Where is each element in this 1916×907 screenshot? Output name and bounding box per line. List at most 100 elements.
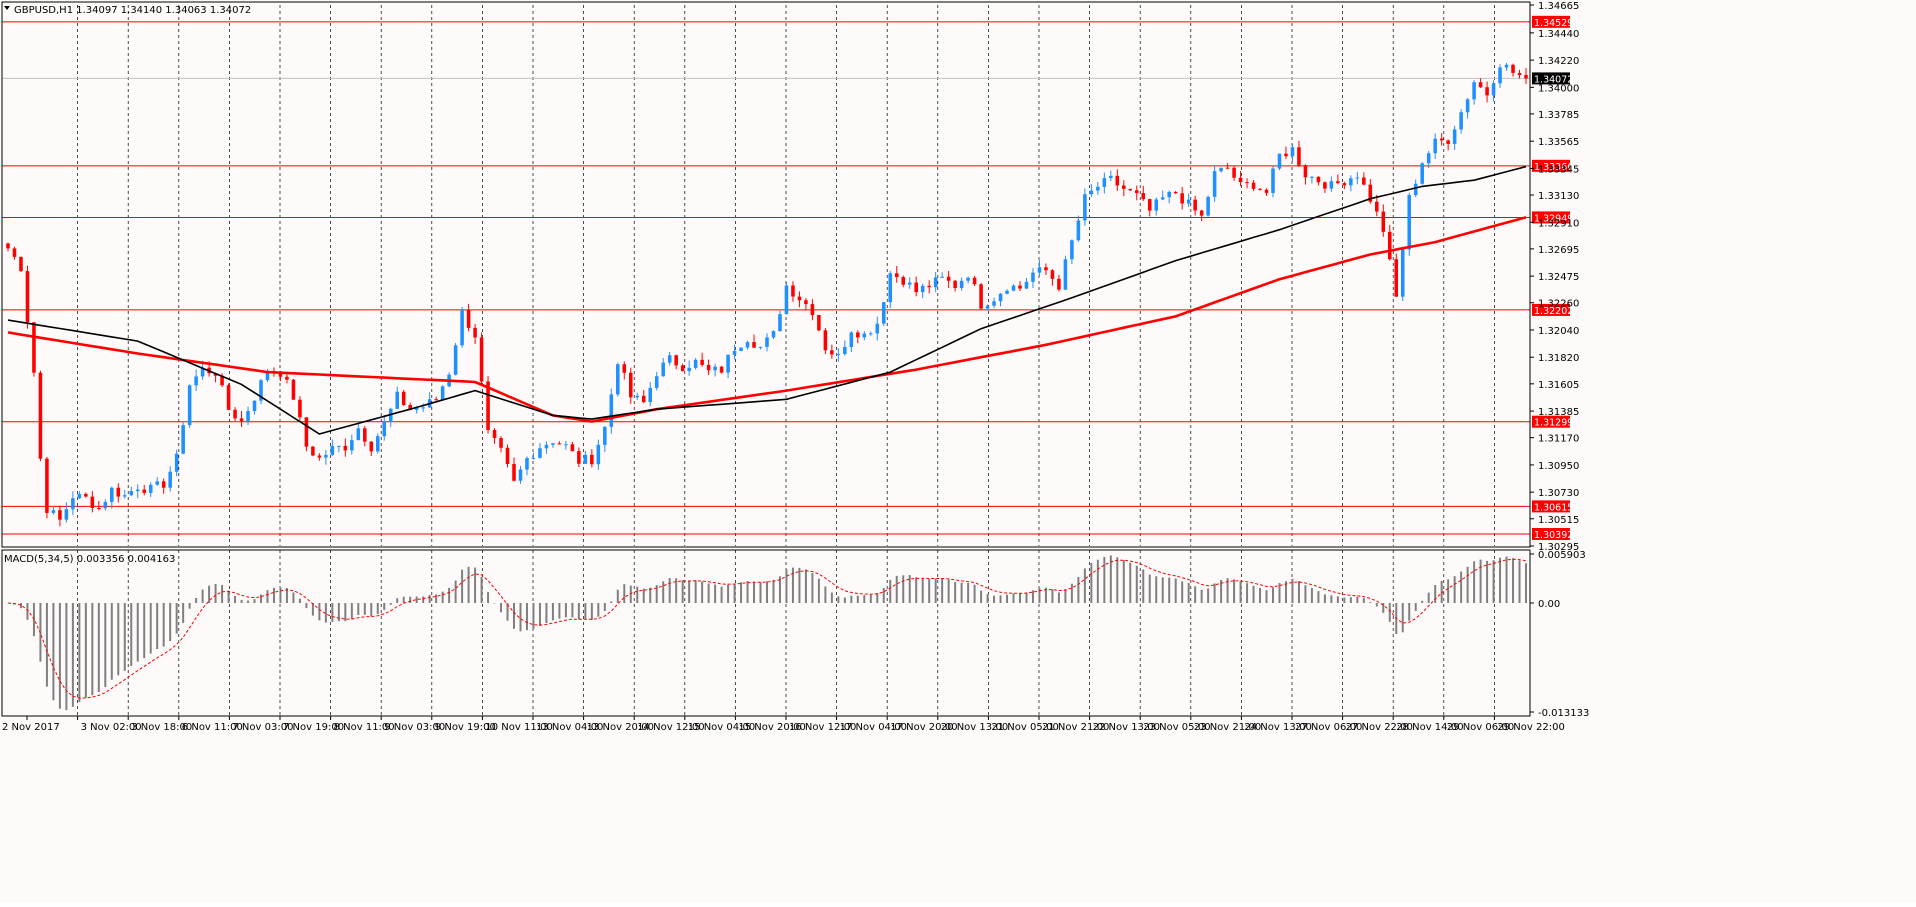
- candle-body: [538, 448, 542, 458]
- y-tick-label: 1.34000: [1538, 83, 1579, 94]
- candle-body: [58, 510, 62, 520]
- candle-body: [641, 395, 646, 403]
- candle-body: [1459, 112, 1463, 130]
- candle-body: [693, 359, 698, 368]
- candle-body: [1465, 99, 1470, 113]
- candle-body: [752, 342, 756, 348]
- candle-body: [914, 282, 918, 293]
- candle-body: [1504, 64, 1509, 68]
- y-tick-label: 1.33785: [1538, 110, 1579, 121]
- candle-body: [1096, 186, 1100, 191]
- candle-body: [252, 400, 257, 412]
- candle-body: [959, 280, 964, 288]
- sma-fast-line: [7, 165, 1527, 435]
- candle-body: [979, 284, 983, 309]
- candle-body: [97, 508, 101, 510]
- candle-body: [278, 372, 283, 377]
- candle-body: [1362, 177, 1366, 185]
- candle-body: [408, 404, 412, 410]
- candle-body: [875, 323, 880, 334]
- candle-body: [1439, 138, 1444, 141]
- x-tick-label: 9 Nov 03:00: [384, 722, 445, 733]
- macd-y-tick-label: 0.00: [1538, 599, 1560, 610]
- candle-body: [1089, 190, 1094, 195]
- candle-body: [797, 296, 802, 301]
- x-tick-label: 3 Nov 18:00: [131, 722, 192, 733]
- x-tick-label: 2 Nov 2017: [2, 722, 60, 733]
- level-price-box: [1532, 527, 1570, 540]
- candle-body: [544, 444, 549, 449]
- candle-body: [1264, 189, 1269, 193]
- candle-body: [1167, 191, 1171, 198]
- candle-body: [953, 280, 957, 288]
- sma-slow-line: [7, 216, 1527, 423]
- candle-body: [966, 277, 970, 281]
- candle-body: [45, 458, 49, 513]
- macd-panel: [7, 555, 1527, 711]
- candle-body: [19, 256, 23, 272]
- y-tick-label: 1.30295: [1538, 542, 1579, 553]
- candle-body: [388, 408, 393, 423]
- candle-body: [622, 364, 627, 373]
- y-tick-label: 1.31385: [1538, 407, 1579, 418]
- candle-body: [1394, 259, 1399, 297]
- candle-body: [1420, 163, 1424, 184]
- level-price-label: 1.34529: [1534, 18, 1573, 29]
- current-price-box: [1532, 72, 1570, 85]
- y-tick-label: 1.32260: [1538, 299, 1579, 310]
- candle-body: [894, 273, 899, 278]
- candle-body: [440, 386, 445, 400]
- candle-body: [1141, 193, 1146, 200]
- candle-body: [1238, 177, 1243, 183]
- level-price-box: [1532, 15, 1570, 28]
- candle-body: [135, 489, 140, 492]
- grid-lines: [77, 5, 1495, 716]
- candle-body: [765, 337, 769, 347]
- candle-body: [1400, 249, 1405, 297]
- candle-body: [933, 277, 938, 288]
- candle-body: [1206, 196, 1210, 216]
- candle-body: [661, 362, 665, 377]
- candle-body: [1076, 220, 1081, 241]
- candle-body: [1102, 178, 1107, 187]
- level-price-label: 1.30392: [1534, 530, 1573, 541]
- candle-body: [849, 332, 854, 348]
- candle-body: [356, 428, 361, 441]
- y-tick-label: 1.34440: [1538, 29, 1579, 40]
- candle-body: [830, 350, 834, 355]
- candle-body: [466, 309, 471, 328]
- candle-body: [486, 381, 490, 430]
- candle-body: [71, 498, 75, 510]
- candle-body: [311, 446, 315, 456]
- candle-body: [1232, 167, 1236, 178]
- chart-header-text: GBPUSD,H1 1.34097 1.34140 1.34063 1.3407…: [14, 5, 251, 16]
- candle-body: [291, 379, 296, 400]
- collapse-triangle-icon[interactable]: [4, 6, 10, 10]
- x-tick-label: 29 Nov 22:00: [1497, 722, 1564, 733]
- level-price-label: 1.32202: [1534, 306, 1573, 317]
- candle-body: [888, 273, 893, 303]
- candle-body: [1284, 153, 1288, 157]
- candle-body: [667, 355, 672, 363]
- candle-body: [745, 342, 750, 348]
- candle-body: [1336, 181, 1340, 184]
- candle-body: [350, 440, 354, 451]
- candle-body: [1368, 184, 1373, 202]
- price-panel-frame: [1, 1, 1531, 548]
- candle-body: [823, 330, 828, 351]
- candle-body: [1083, 194, 1087, 221]
- moving-averages: [7, 165, 1527, 435]
- candle-body: [168, 471, 172, 488]
- candle-body: [512, 463, 516, 481]
- candle-body: [739, 347, 743, 351]
- candle-body: [1407, 195, 1412, 250]
- candle-body: [1323, 182, 1327, 189]
- candle-body: [1310, 176, 1314, 178]
- y-tick-label: 1.33345: [1538, 164, 1579, 175]
- candle-body: [836, 353, 841, 355]
- candle-body: [103, 501, 108, 509]
- candle-body: [901, 277, 906, 285]
- candle-body: [434, 399, 438, 401]
